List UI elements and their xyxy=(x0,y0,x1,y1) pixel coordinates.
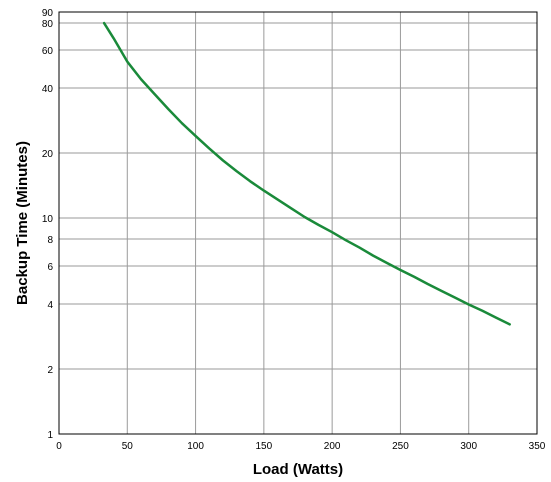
y-axis-title: Backup Time (Minutes) xyxy=(14,141,31,305)
x-tick-label: 0 xyxy=(56,441,62,452)
grid-lines xyxy=(58,11,538,435)
x-tick-label: 250 xyxy=(392,441,409,452)
y-tick-label: 60 xyxy=(42,46,54,57)
series-layer xyxy=(102,21,511,326)
y-tick-label: 40 xyxy=(42,84,54,95)
y-tick-label: 2 xyxy=(47,365,53,376)
y-tick-label: 4 xyxy=(47,300,53,311)
x-tick-label: 150 xyxy=(256,441,273,452)
y-tick-label: 10 xyxy=(42,214,54,225)
y-tick-label: 80 xyxy=(42,19,54,30)
x-tick-labels: 0 50 100 150 200 250 300 350 xyxy=(56,441,546,452)
plot-frame xyxy=(58,11,538,435)
x-tick-label: 350 xyxy=(529,441,546,452)
x-tick-label: 300 xyxy=(460,441,477,452)
y-tick-label: 8 xyxy=(47,235,53,246)
x-tick-label: 50 xyxy=(122,441,134,452)
y-tick-label: 90 xyxy=(42,8,54,19)
y-tick-label: 20 xyxy=(42,149,54,160)
x-tick-label: 200 xyxy=(324,441,341,452)
y-tick-label: 1 xyxy=(47,430,53,441)
x-tick-label: 100 xyxy=(187,441,204,452)
x-axis-title: Load (Watts) xyxy=(253,461,343,478)
series-line-0 xyxy=(102,21,511,326)
y-tick-label: 6 xyxy=(47,262,53,273)
